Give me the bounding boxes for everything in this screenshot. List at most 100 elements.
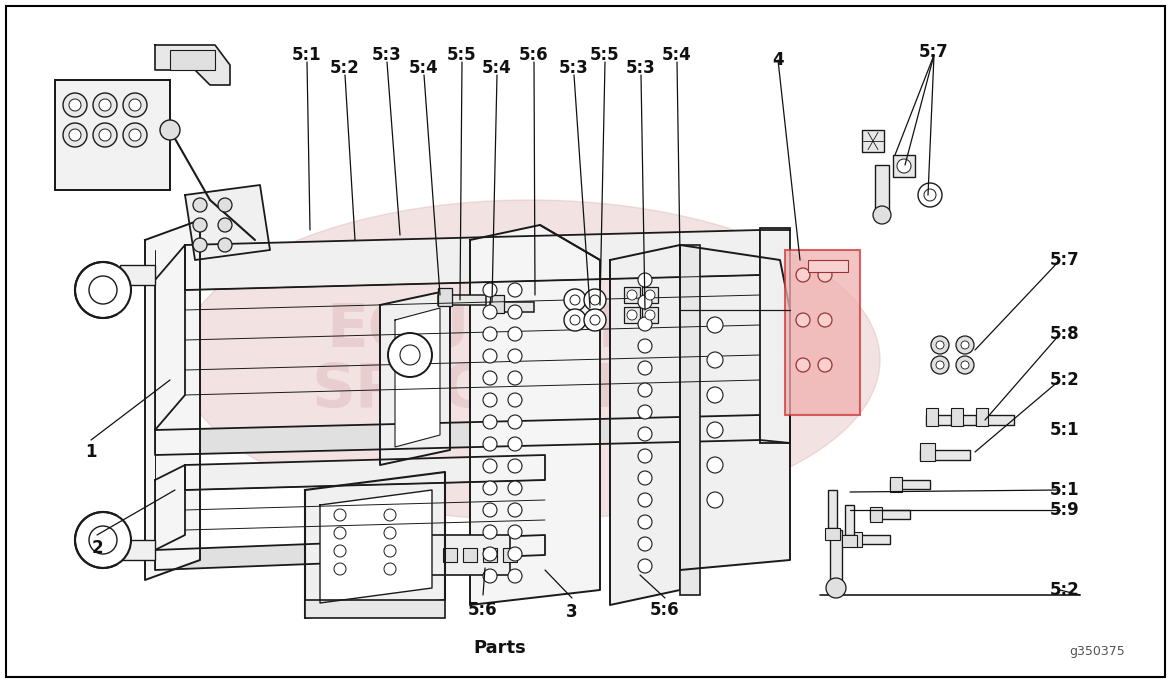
Circle shape	[707, 352, 723, 368]
Circle shape	[961, 361, 968, 369]
Circle shape	[218, 218, 232, 232]
Polygon shape	[320, 490, 432, 603]
Circle shape	[508, 437, 522, 451]
Circle shape	[936, 361, 944, 369]
Circle shape	[931, 336, 949, 354]
Circle shape	[482, 437, 497, 451]
Circle shape	[508, 371, 522, 385]
Bar	[975, 408, 988, 426]
Circle shape	[89, 276, 117, 304]
Bar	[975, 415, 1014, 425]
Circle shape	[638, 427, 652, 441]
Bar	[785, 250, 860, 415]
Circle shape	[100, 129, 111, 141]
Bar	[951, 415, 989, 425]
Bar	[624, 307, 641, 323]
Bar	[850, 532, 862, 547]
Bar	[862, 130, 884, 152]
Bar	[642, 307, 658, 323]
Text: 5:6: 5:6	[650, 601, 680, 619]
Circle shape	[334, 545, 345, 557]
Bar	[842, 535, 857, 547]
Circle shape	[956, 356, 974, 374]
Circle shape	[75, 262, 131, 318]
Circle shape	[707, 387, 723, 403]
Circle shape	[564, 309, 586, 331]
Text: 5:7: 5:7	[919, 43, 949, 61]
Circle shape	[93, 123, 117, 147]
Bar	[482, 548, 497, 562]
Circle shape	[482, 393, 497, 407]
Bar	[828, 490, 837, 528]
Bar	[443, 548, 457, 562]
Bar	[830, 530, 842, 585]
Circle shape	[638, 493, 652, 507]
Circle shape	[590, 295, 600, 305]
Text: 5:9: 5:9	[1050, 501, 1080, 519]
Text: 2: 2	[91, 539, 103, 557]
Text: 5:7: 5:7	[1050, 251, 1080, 269]
Circle shape	[508, 305, 522, 319]
Circle shape	[638, 537, 652, 551]
Bar	[119, 265, 155, 285]
Circle shape	[218, 238, 232, 252]
Circle shape	[638, 515, 652, 529]
Polygon shape	[155, 245, 185, 430]
Text: 5:2: 5:2	[1050, 371, 1080, 389]
Text: EQUIPMENT: EQUIPMENT	[327, 301, 733, 359]
Bar	[920, 450, 970, 460]
Polygon shape	[185, 230, 760, 290]
Circle shape	[874, 206, 891, 224]
Circle shape	[63, 93, 87, 117]
Circle shape	[482, 305, 497, 319]
Polygon shape	[680, 245, 790, 570]
Circle shape	[819, 268, 833, 282]
Bar	[808, 260, 848, 272]
Circle shape	[508, 283, 522, 297]
Circle shape	[638, 471, 652, 485]
Circle shape	[645, 310, 655, 320]
Circle shape	[570, 295, 580, 305]
Polygon shape	[395, 308, 440, 447]
Circle shape	[796, 313, 810, 327]
Circle shape	[638, 295, 652, 309]
Bar	[870, 510, 910, 519]
Bar	[463, 548, 477, 562]
Circle shape	[482, 481, 497, 495]
Text: 5:6: 5:6	[519, 46, 549, 64]
Circle shape	[334, 527, 345, 539]
Text: 3: 3	[567, 603, 577, 621]
Circle shape	[508, 547, 522, 561]
Text: 5:6: 5:6	[468, 601, 498, 619]
Circle shape	[590, 315, 600, 325]
Polygon shape	[155, 415, 760, 455]
Circle shape	[638, 405, 652, 419]
Circle shape	[826, 578, 845, 598]
Bar	[438, 295, 486, 305]
Polygon shape	[185, 455, 545, 490]
Circle shape	[819, 358, 833, 372]
Circle shape	[707, 422, 723, 438]
Circle shape	[936, 341, 944, 349]
Text: 4: 4	[772, 51, 783, 69]
Circle shape	[69, 99, 81, 111]
Bar	[642, 287, 658, 303]
Text: 5:4: 5:4	[482, 59, 512, 77]
Circle shape	[508, 415, 522, 429]
Circle shape	[193, 218, 207, 232]
Circle shape	[584, 289, 607, 311]
Circle shape	[93, 93, 117, 117]
Text: 5:2: 5:2	[330, 59, 359, 77]
Circle shape	[482, 349, 497, 363]
Circle shape	[707, 317, 723, 333]
Text: 5:3: 5:3	[626, 59, 656, 77]
Circle shape	[334, 563, 345, 575]
Text: 5:1: 5:1	[1050, 481, 1080, 499]
Circle shape	[707, 457, 723, 473]
Text: 5:3: 5:3	[559, 59, 589, 77]
Circle shape	[482, 283, 497, 297]
Circle shape	[482, 459, 497, 473]
Bar	[430, 535, 511, 575]
Circle shape	[508, 525, 522, 539]
Circle shape	[508, 481, 522, 495]
